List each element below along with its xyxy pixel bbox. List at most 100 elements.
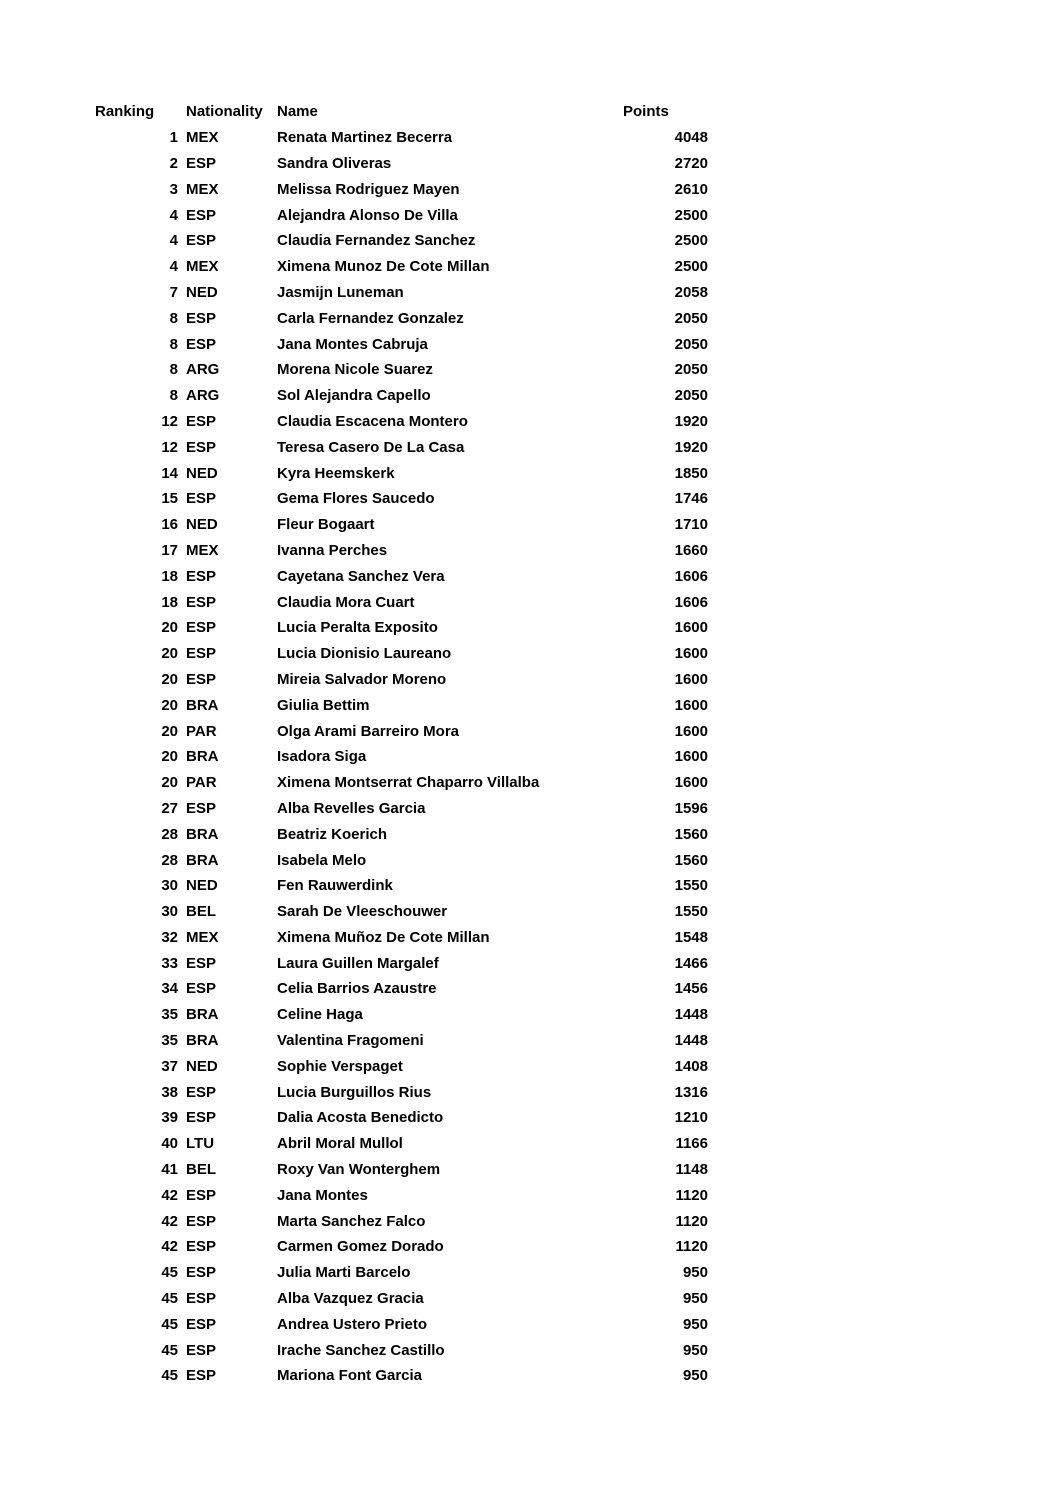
rank-cell: 18 xyxy=(161,567,178,585)
rank-cell: 45 xyxy=(161,1264,178,1282)
rank-cell: 45 xyxy=(161,1367,178,1385)
name-cell: Isadora Siga xyxy=(277,748,367,766)
rank-cell: 1 xyxy=(169,129,178,147)
table-row: 30 BEL Sarah De Vleeschouwer 1550 xyxy=(95,899,708,925)
table-row: 8 ESP Carla Fernandez Gonzalez 2050 xyxy=(95,305,708,331)
nationality-cell: ESP xyxy=(186,567,217,585)
table-row: 20 ESP Mireia Salvador Moreno 1600 xyxy=(95,667,708,693)
name-cell: Celia Barrios Azaustre xyxy=(277,980,437,998)
header-points: Points xyxy=(623,103,669,121)
name-cell: Renata Martinez Becerra xyxy=(277,129,453,147)
ranking-sheet: Ranking Nationality Name Points 1 MEX Rena… xyxy=(95,99,708,1389)
points-cell: 1600 xyxy=(674,645,708,663)
points-cell: 1120 xyxy=(675,1238,708,1256)
rank-cell: 30 xyxy=(161,903,178,921)
table-row: 34 ESP Celia Barrios Azaustre 1456 xyxy=(95,976,708,1002)
name-cell: Roxy Van Wonterghem xyxy=(277,1161,441,1179)
name-cell: Laura Guillen Margalef xyxy=(277,954,439,972)
nationality-cell: ESP xyxy=(186,954,217,972)
rank-cell: 16 xyxy=(161,516,178,534)
name-cell: Alejandra Alonso De Villa xyxy=(277,206,458,224)
nationality-cell: ESP xyxy=(186,593,217,611)
nationality-cell: BRA xyxy=(186,696,219,714)
header-name: Name xyxy=(277,103,318,121)
table-row: 18 ESP Claudia Mora Cuart 1606 xyxy=(95,589,708,615)
points-cell: 950 xyxy=(682,1315,708,1333)
rank-cell: 20 xyxy=(161,774,178,792)
points-cell: 1408 xyxy=(674,1057,708,1075)
name-cell: Julia Marti Barcelo xyxy=(277,1264,411,1282)
points-cell: 4048 xyxy=(674,129,708,147)
nationality-cell: ESP xyxy=(186,1367,217,1385)
name-cell: Dalia Acosta Benedicto xyxy=(277,1109,444,1127)
points-cell: 950 xyxy=(682,1290,708,1308)
points-cell: 950 xyxy=(682,1264,708,1282)
rank-cell: 42 xyxy=(161,1186,178,1204)
rank-cell: 42 xyxy=(161,1212,178,1230)
nationality-cell: ESP xyxy=(186,645,217,663)
table-row: 33 ESP Laura Guillen Margalef 1466 xyxy=(95,950,708,976)
name-cell: Cayetana Sanchez Vera xyxy=(277,567,445,585)
rank-cell: 38 xyxy=(161,1083,178,1101)
nationality-cell: BRA xyxy=(186,851,219,869)
name-cell: Beatriz Koerich xyxy=(277,825,388,843)
nationality-cell: BRA xyxy=(186,748,219,766)
nationality-cell: ARG xyxy=(186,387,220,405)
points-cell: 1560 xyxy=(674,851,708,869)
rank-cell: 4 xyxy=(169,258,178,276)
name-cell: Mireia Salvador Moreno xyxy=(277,670,447,688)
rank-cell: 32 xyxy=(161,928,178,946)
rank-cell: 20 xyxy=(161,696,178,714)
name-cell: Melissa Rodriguez Mayen xyxy=(277,180,460,198)
table-row: 45 ESP Julia Marti Barcelo 950 xyxy=(95,1260,708,1286)
table-row: 18 ESP Cayetana Sanchez Vera 1606 xyxy=(95,563,708,589)
table-row: 8 ESP Jana Montes Cabruja 2050 xyxy=(95,331,708,357)
points-cell: 1448 xyxy=(674,1006,708,1024)
table-row: 20 BRA Isadora Siga 1600 xyxy=(95,744,708,770)
rank-cell: 28 xyxy=(161,851,178,869)
nationality-cell: BRA xyxy=(186,1032,219,1050)
table-row: 45 ESP Mariona Font Garcia 950 xyxy=(95,1363,708,1389)
table-row: 14 NED Kyra Heemskerk 1850 xyxy=(95,460,708,486)
rank-cell: 3 xyxy=(169,180,178,198)
points-cell: 1920 xyxy=(674,438,708,456)
table-row: 45 ESP Andrea Ustero Prieto 950 xyxy=(95,1311,708,1337)
points-cell: 1448 xyxy=(674,1032,708,1050)
table-row: 17 MEX Ivanna Perches 1660 xyxy=(95,538,708,564)
points-cell: 1600 xyxy=(674,670,708,688)
rank-cell: 35 xyxy=(161,1032,178,1050)
points-cell: 1120 xyxy=(675,1212,708,1230)
points-cell: 1920 xyxy=(674,412,708,430)
nationality-cell: ESP xyxy=(186,309,217,327)
name-cell: Fleur Bogaart xyxy=(277,516,375,534)
points-cell: 1710 xyxy=(674,516,708,534)
table-row: 20 ESP Lucia Peralta Exposito 1600 xyxy=(95,615,708,641)
nationality-cell: BRA xyxy=(186,1006,219,1024)
points-cell: 2500 xyxy=(674,232,708,250)
name-cell: Claudia Mora Cuart xyxy=(277,593,415,611)
points-cell: 2500 xyxy=(674,206,708,224)
nationality-cell: NED xyxy=(186,1057,218,1075)
rank-cell: 35 xyxy=(161,1006,178,1024)
rank-cell: 37 xyxy=(161,1057,178,1075)
nationality-cell: ESP xyxy=(186,980,217,998)
rank-cell: 20 xyxy=(161,722,178,740)
name-cell: Carmen Gomez Dorado xyxy=(277,1238,444,1256)
table-row: 15 ESP Gema Flores Saucedo 1746 xyxy=(95,486,708,512)
table-row: 39 ESP Dalia Acosta Benedicto 1210 xyxy=(95,1105,708,1131)
points-cell: 1850 xyxy=(674,464,708,482)
name-cell: Gema Flores Saucedo xyxy=(277,490,435,508)
nationality-cell: ESP xyxy=(186,619,217,637)
table-row: 32 MEX Ximena Muñoz De Cote Millan 1548 xyxy=(95,925,708,951)
table-row: 35 BRA Celine Haga 1448 xyxy=(95,1002,708,1028)
table-row: 20 BRA Giulia Bettim 1600 xyxy=(95,692,708,718)
points-cell: 2058 xyxy=(674,283,708,301)
rank-cell: 41 xyxy=(161,1161,178,1179)
rank-cell: 33 xyxy=(161,954,178,972)
table-row: 8 ARG Morena Nicole Suarez 2050 xyxy=(95,357,708,383)
rank-cell: 20 xyxy=(161,619,178,637)
points-cell: 2050 xyxy=(674,361,708,379)
nationality-cell: ESP xyxy=(186,1212,217,1230)
table-row: 4 ESP Claudia Fernandez Sanchez 2500 xyxy=(95,228,708,254)
rank-cell: 30 xyxy=(161,877,178,895)
